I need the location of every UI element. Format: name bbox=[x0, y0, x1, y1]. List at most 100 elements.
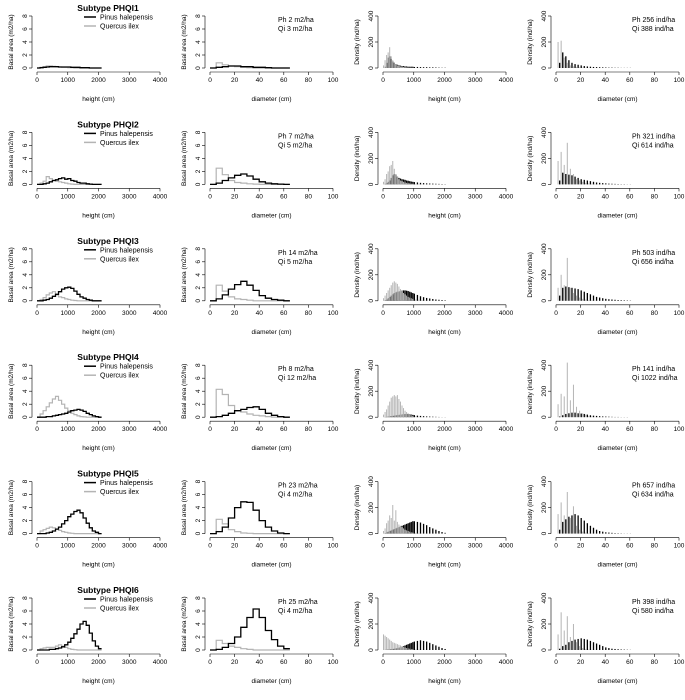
series-pinus-halepensis bbox=[210, 173, 290, 186]
y-tick-label: 400 bbox=[541, 592, 548, 603]
x-axis-label: diameter (cm) bbox=[251, 329, 291, 336]
x-tick-label: 2000 bbox=[91, 659, 106, 666]
x-tick-label: 60 bbox=[626, 659, 634, 666]
x-tick-label: 100 bbox=[674, 659, 685, 666]
y-tick-label: 0 bbox=[22, 415, 29, 419]
x-axis-label: diameter (cm) bbox=[597, 329, 637, 336]
y-tick-label: 200 bbox=[368, 36, 375, 47]
x-tick-label: 60 bbox=[280, 543, 288, 550]
x-tick-label: 0 bbox=[381, 426, 385, 433]
y-tick-label: 0 bbox=[22, 648, 29, 652]
y-tick-label: 4 bbox=[22, 389, 29, 393]
x-tick-label: 3000 bbox=[122, 543, 137, 550]
x-axis-label: diameter (cm) bbox=[597, 96, 637, 103]
x-tick-label: 60 bbox=[280, 659, 288, 666]
y-tick-label: 2 bbox=[195, 286, 202, 290]
y-tick-label: 400 bbox=[368, 243, 375, 254]
x-tick-label: 4000 bbox=[499, 426, 514, 433]
x-tick-label: 3000 bbox=[122, 310, 137, 317]
x-axis-label: height (cm) bbox=[82, 212, 115, 219]
x-tick-label: 3000 bbox=[468, 77, 483, 84]
stats-ph-density: Ph 503 ind/ha bbox=[632, 250, 675, 257]
y-axis-label: Basal area (m2/ha) bbox=[181, 596, 188, 651]
y-tick-label: 0 bbox=[541, 531, 548, 535]
y-axis-label: Density (ind/ha) bbox=[527, 252, 534, 298]
x-tick-label: 0 bbox=[35, 310, 39, 317]
y-tick-label: 400 bbox=[368, 359, 375, 370]
panel-basal_diameter: 0 2 4 6 8 Basal area (m2/ha) 0 20 40 60 80 100 diame… bbox=[181, 363, 339, 452]
y-tick-label: 2 bbox=[22, 635, 29, 639]
y-tick-label: 4 bbox=[22, 273, 29, 277]
x-tick-label: 0 bbox=[554, 659, 558, 666]
x-axis-label: diameter (cm) bbox=[597, 678, 637, 685]
y-tick-label: 8 bbox=[22, 596, 29, 600]
y-tick-label: 4 bbox=[195, 273, 202, 277]
x-axis-label: diameter (cm) bbox=[597, 212, 637, 219]
x-tick-label: 4000 bbox=[499, 193, 514, 200]
stats-qi-density: Qi 388 ind/ha bbox=[632, 26, 674, 33]
x-axis-label: height (cm) bbox=[82, 678, 115, 685]
y-tick-label: 6 bbox=[195, 260, 202, 264]
x-tick-label: 0 bbox=[208, 543, 212, 550]
stats-qi-density: Qi 656 ind/ha bbox=[632, 259, 674, 266]
chart-row-2: Subtype PHQI2 0 2 4 6 8 Basal area (m2/ha) 0 100… bbox=[8, 119, 685, 219]
x-tick-label: 0 bbox=[554, 193, 558, 200]
x-tick-label: 40 bbox=[256, 543, 264, 550]
y-axis-label: Density (ind/ha) bbox=[527, 485, 534, 531]
series-pinus-halepensis bbox=[210, 608, 290, 651]
panel-basal_diameter: 0 2 4 6 8 Basal area (m2/ha) 0 20 40 60 80 100 diame… bbox=[181, 130, 339, 219]
x-tick-label: 3000 bbox=[122, 193, 137, 200]
x-tick-label: 80 bbox=[651, 193, 659, 200]
y-tick-label: 0 bbox=[195, 66, 202, 70]
x-tick-label: 60 bbox=[280, 77, 288, 84]
y-axis-label: Basal area (m2/ha) bbox=[8, 14, 15, 69]
panel-density_height: 0 200 400 Density (ind/ha) 0 1000 2000 3000 4000… bbox=[354, 592, 514, 685]
legend-label-quercus: Quercus ilex bbox=[100, 256, 139, 263]
x-tick-label: 80 bbox=[305, 77, 313, 84]
panel-basal_diameter: 0 2 4 6 8 Basal area (m2/ha) 0 20 40 60 80 100 diame… bbox=[181, 14, 339, 103]
y-tick-label: 0 bbox=[541, 415, 548, 419]
y-tick-label: 4 bbox=[195, 622, 202, 626]
stats-ph-basal: Ph 25 m2/ha bbox=[278, 599, 318, 606]
legend-label-quercus: Quercus ilex bbox=[100, 24, 139, 31]
x-tick-label: 4000 bbox=[153, 659, 168, 666]
x-tick-label: 4000 bbox=[153, 543, 168, 550]
y-tick-label: 0 bbox=[541, 66, 548, 70]
y-tick-label: 4 bbox=[195, 40, 202, 44]
x-axis-label: diameter (cm) bbox=[597, 445, 637, 452]
x-tick-label: 3000 bbox=[468, 193, 483, 200]
y-axis-label: Density (ind/ha) bbox=[527, 19, 534, 65]
x-tick-label: 100 bbox=[674, 543, 685, 550]
x-tick-label: 0 bbox=[35, 426, 39, 433]
y-tick-label: 200 bbox=[368, 502, 375, 513]
x-axis-label: height (cm) bbox=[428, 445, 461, 452]
y-axis-label: Density (ind/ha) bbox=[354, 601, 361, 647]
y-tick-label: 8 bbox=[22, 247, 29, 251]
x-tick-label: 3000 bbox=[122, 426, 137, 433]
y-tick-label: 0 bbox=[195, 415, 202, 419]
x-axis-label: diameter (cm) bbox=[251, 445, 291, 452]
x-axis-label: height (cm) bbox=[428, 678, 461, 685]
x-tick-label: 40 bbox=[256, 310, 264, 317]
x-tick-label: 2000 bbox=[437, 543, 452, 550]
y-tick-label: 4 bbox=[22, 505, 29, 509]
series-quercus-ilex bbox=[210, 388, 290, 418]
panel-density_height: 0 200 400 Density (ind/ha) 0 1000 2000 3000 4000… bbox=[354, 243, 514, 336]
stats-ph-basal: Ph 7 m2/ha bbox=[278, 133, 314, 140]
x-tick-label: 3000 bbox=[468, 543, 483, 550]
x-tick-label: 2000 bbox=[91, 310, 106, 317]
x-tick-label: 3000 bbox=[122, 77, 137, 84]
x-tick-label: 100 bbox=[328, 310, 339, 317]
x-tick-label: 40 bbox=[256, 659, 264, 666]
x-tick-label: 2000 bbox=[437, 426, 452, 433]
x-tick-label: 1000 bbox=[407, 426, 422, 433]
panel-density_height: 0 200 400 Density (ind/ha) 0 1000 2000 3000 4000… bbox=[354, 127, 514, 220]
y-tick-label: 400 bbox=[541, 359, 548, 370]
stats-qi-basal: Qi 4 m2/ha bbox=[278, 608, 312, 615]
y-axis-label: Density (ind/ha) bbox=[354, 252, 361, 298]
y-tick-label: 4 bbox=[195, 505, 202, 509]
stats-qi-basal: Qi 4 m2/ha bbox=[278, 492, 312, 499]
y-tick-label: 200 bbox=[368, 618, 375, 629]
x-tick-label: 40 bbox=[256, 193, 264, 200]
y-tick-label: 8 bbox=[22, 14, 29, 18]
